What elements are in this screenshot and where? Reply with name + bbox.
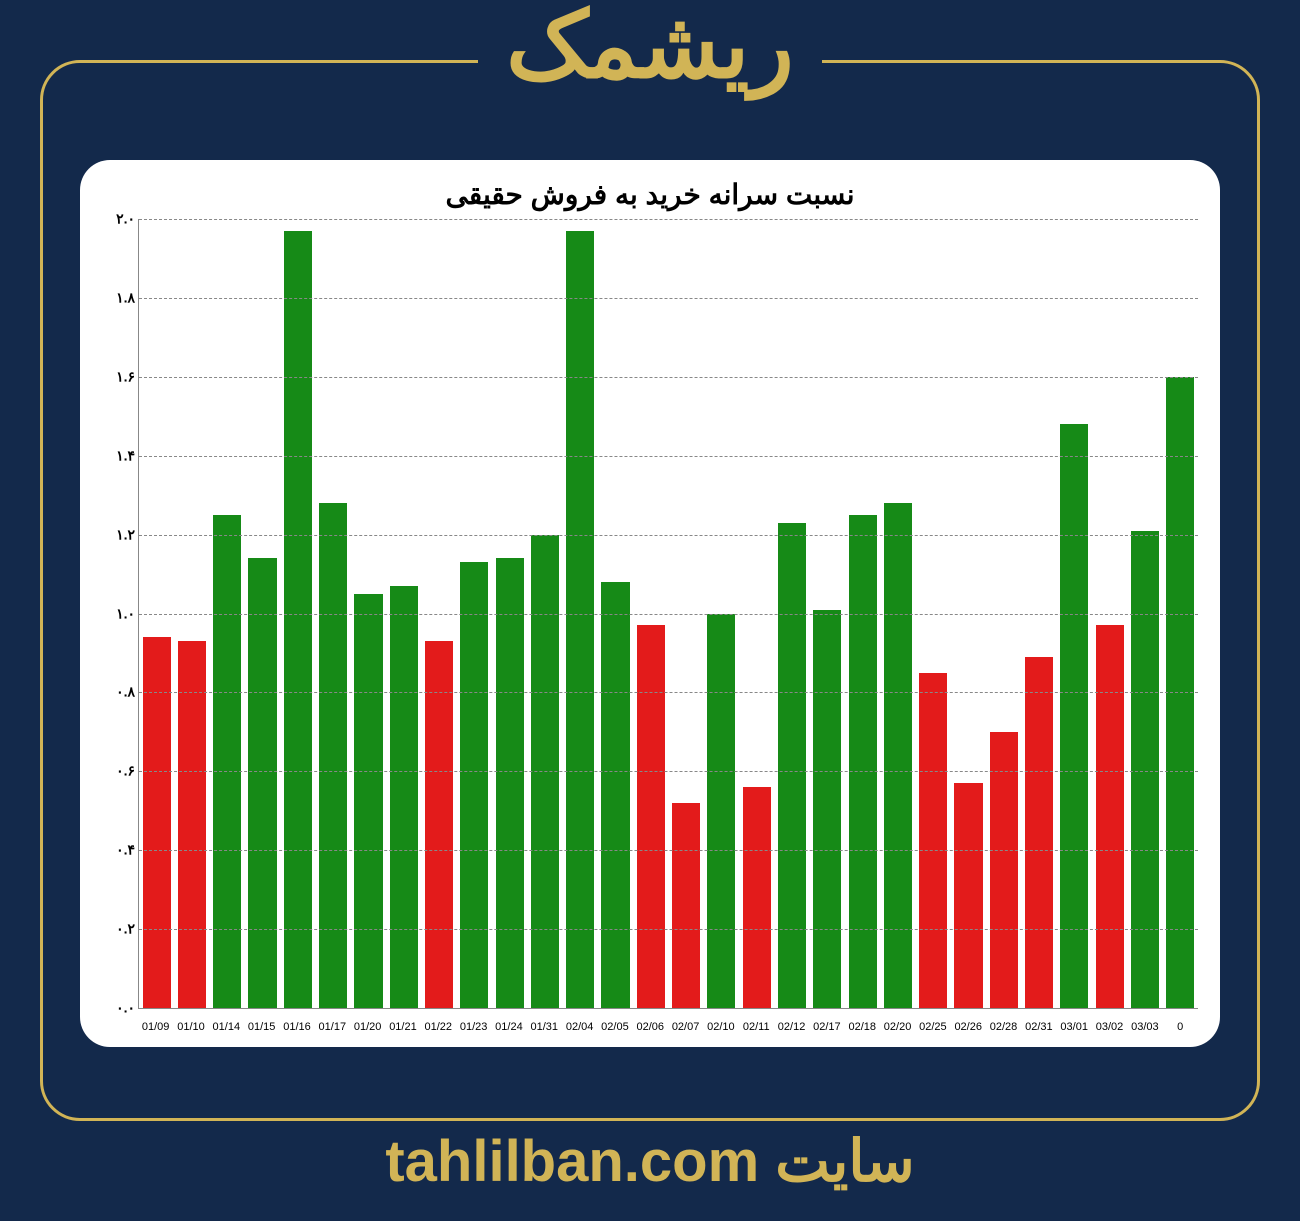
x-tick-label: 02/26 (951, 1021, 986, 1033)
page-title: ریشمک (478, 0, 822, 92)
y-tick-label: ۰.۲ (101, 921, 135, 938)
chart-bar (637, 625, 665, 1008)
y-tick-label: ۱.۲ (101, 526, 135, 543)
chart-bar (778, 523, 806, 1008)
y-tick-label: ۱.۸ (101, 289, 135, 306)
x-tick-label: 02/05 (597, 1021, 632, 1033)
chart-bar (849, 515, 877, 1008)
chart-bar (813, 610, 841, 1008)
x-tick-label: 01/22 (421, 1021, 456, 1033)
x-tick-label: 01/21 (385, 1021, 420, 1033)
y-tick-label: ۱.۴ (101, 447, 135, 464)
chart-plot: ۰.۰۰.۲۰.۴۰.۶۰.۸۱.۰۱.۲۱.۴۱.۶۱.۸۲.۰ (138, 219, 1198, 1009)
x-tick-label: 0 (1163, 1021, 1198, 1033)
x-axis-labels: 01/0901/1001/1401/1501/1601/1701/2001/21… (138, 1021, 1198, 1033)
gridline (139, 298, 1198, 299)
x-tick-label: 03/01 (1057, 1021, 1092, 1033)
x-tick-label: 01/15 (244, 1021, 279, 1033)
chart-bar (496, 558, 524, 1008)
x-tick-label: 02/12 (774, 1021, 809, 1033)
chart-bar (884, 503, 912, 1008)
chart-card: نسبت سرانه خرید به فروش حقیقی ۰.۰۰.۲۰.۴۰… (80, 160, 1220, 1047)
gridline (139, 456, 1198, 457)
chart-bar (990, 732, 1018, 1008)
footer: سایت tahlilban.com (0, 1127, 1300, 1195)
x-tick-label: 02/07 (668, 1021, 703, 1033)
x-tick-label: 02/11 (739, 1021, 774, 1033)
gridline (139, 771, 1198, 772)
gridline (139, 377, 1198, 378)
x-tick-label: 02/17 (809, 1021, 844, 1033)
gridline (139, 614, 1198, 615)
x-tick-label: 02/25 (915, 1021, 950, 1033)
chart-bar (601, 582, 629, 1008)
chart-bar (1131, 531, 1159, 1008)
x-tick-label: 02/06 (633, 1021, 668, 1033)
chart-bar (354, 594, 382, 1008)
y-tick-label: ۰.۶ (101, 763, 135, 780)
y-tick-label: ۱.۶ (101, 368, 135, 385)
y-tick-label: ۰.۴ (101, 842, 135, 859)
x-tick-label: 02/10 (703, 1021, 738, 1033)
chart-bar (1025, 657, 1053, 1008)
chart-bar (566, 231, 594, 1008)
gridline (139, 850, 1198, 851)
y-tick-label: ۰.۰ (101, 1000, 135, 1017)
y-tick-label: ۱.۰ (101, 605, 135, 622)
chart-area: ۰.۰۰.۲۰.۴۰.۶۰.۸۱.۰۱.۲۱.۴۱.۶۱.۸۲.۰ 01/090… (98, 219, 1202, 1039)
x-tick-label: 03/02 (1092, 1021, 1127, 1033)
gridline (139, 692, 1198, 693)
x-tick-label: 01/31 (527, 1021, 562, 1033)
footer-prefix: سایت (759, 1129, 914, 1194)
chart-bar (707, 614, 735, 1009)
x-tick-label: 02/18 (845, 1021, 880, 1033)
chart-bar (390, 586, 418, 1008)
x-tick-label: 02/31 (1021, 1021, 1056, 1033)
chart-bar (178, 641, 206, 1008)
x-tick-label: 02/04 (562, 1021, 597, 1033)
chart-bar (1060, 424, 1088, 1008)
footer-site: tahlilban.com (385, 1129, 759, 1194)
x-tick-label: 01/17 (315, 1021, 350, 1033)
chart-bar (743, 787, 771, 1008)
chart-bar (672, 803, 700, 1008)
x-tick-label: 01/09 (138, 1021, 173, 1033)
x-tick-label: 01/24 (491, 1021, 526, 1033)
gridline (139, 535, 1198, 536)
x-tick-label: 01/10 (173, 1021, 208, 1033)
chart-bar (460, 562, 488, 1008)
x-tick-label: 02/28 (986, 1021, 1021, 1033)
x-tick-label: 01/23 (456, 1021, 491, 1033)
chart-bar (954, 783, 982, 1008)
x-tick-label: 02/20 (880, 1021, 915, 1033)
chart-bar (919, 673, 947, 1008)
x-tick-label: 03/03 (1127, 1021, 1162, 1033)
chart-title: نسبت سرانه خرید به فروش حقیقی (98, 178, 1202, 211)
chart-bar (213, 515, 241, 1008)
chart-bar (284, 231, 312, 1008)
y-tick-label: ۲.۰ (101, 211, 135, 228)
chart-bar (1096, 625, 1124, 1008)
x-tick-label: 01/14 (209, 1021, 244, 1033)
gridline (139, 219, 1198, 220)
header: ریشمک (0, 0, 1300, 92)
x-tick-label: 01/16 (279, 1021, 314, 1033)
chart-bar (248, 558, 276, 1008)
gridline (139, 929, 1198, 930)
chart-bar (425, 641, 453, 1008)
x-tick-label: 01/20 (350, 1021, 385, 1033)
footer-text: سایت tahlilban.com (361, 1127, 938, 1195)
chart-bar (319, 503, 347, 1008)
y-tick-label: ۰.۸ (101, 684, 135, 701)
